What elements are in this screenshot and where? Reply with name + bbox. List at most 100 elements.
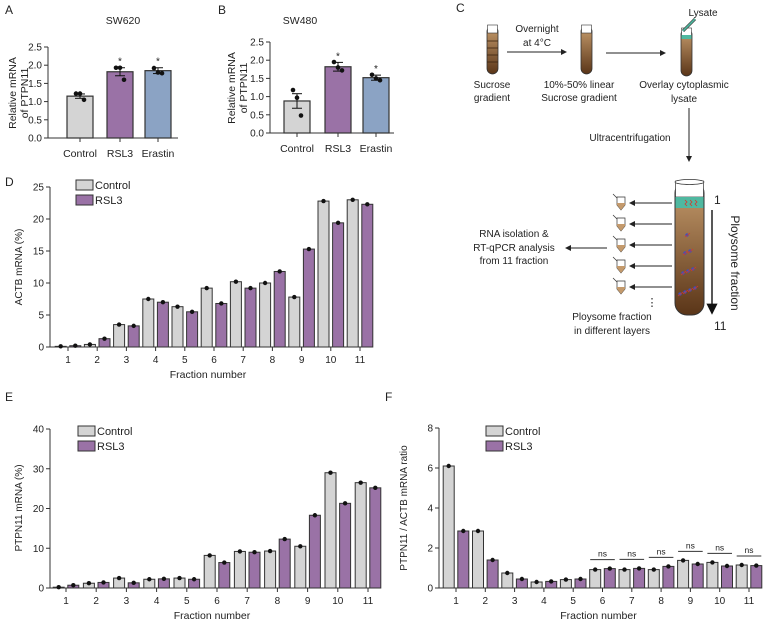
bar-control (66, 95, 94, 139)
data-point (754, 563, 759, 568)
label-overlay: Overlay cytoplasmic (639, 80, 728, 91)
lysate-layer (675, 197, 704, 208)
significance-label: ns (627, 548, 636, 558)
data-point (373, 485, 378, 491)
data-point (298, 113, 304, 118)
data-point (58, 344, 63, 349)
bar-rsl3-fraction-9 (691, 563, 704, 589)
x-tick-label: 1 (63, 596, 69, 607)
y-tick-label: 0.0 (250, 129, 264, 140)
data-point (147, 577, 152, 582)
legend-swatch-rsl3 (75, 194, 94, 206)
y-tick-label: 2.0 (250, 56, 264, 67)
x-tick-label: 1 (453, 596, 459, 607)
y-tick-label: 20 (33, 215, 45, 226)
data-point (116, 322, 122, 327)
fraction-collection-tube (612, 193, 626, 211)
x-tick-label: 4 (153, 355, 159, 366)
x-tick-label: 10 (714, 596, 726, 607)
tube-liquid (617, 287, 625, 294)
tube-top (581, 24, 592, 34)
data-point (335, 65, 341, 70)
bar-rsl3-fraction-6 (218, 562, 231, 589)
data-point (248, 285, 253, 291)
x-tick-label: 2 (93, 596, 99, 607)
y-tick-label: 40 (33, 425, 45, 436)
y-axis-label: ACTB mRNA (%) (14, 229, 25, 306)
label-fraction-1: 1 (714, 193, 721, 207)
label-polysome-fraction-axis: Ploysome fraction (728, 215, 742, 310)
data-point (86, 581, 92, 586)
y-tick-label: 5 (38, 311, 44, 322)
y-tick-label: 0.0 (28, 134, 42, 145)
tube-cap (612, 256, 618, 262)
panel-label: C (456, 1, 465, 15)
legend-swatch-rsl3 (77, 440, 96, 452)
label-fraction-11: 11 (714, 319, 727, 333)
y-axis-label: Relative mRNA (226, 52, 238, 124)
data-point (505, 570, 510, 576)
panel-labels: A B C D E F (5, 1, 465, 404)
mrna-strand (685, 268, 692, 274)
data-point (331, 59, 337, 65)
bar-control-fraction-5 (171, 306, 184, 348)
y-tick-label: 0 (38, 584, 44, 595)
bar-control-fraction-6 (203, 554, 216, 589)
x-tick-label: 1 (65, 355, 71, 366)
data-point (116, 575, 122, 581)
tube-liquid (617, 266, 625, 273)
mrna-strand (682, 289, 689, 295)
bar-rsl3-fraction-2 (486, 559, 499, 589)
x-tick-label: 11 (363, 596, 374, 607)
data-point (151, 65, 157, 71)
y-tick-label: 1.5 (250, 74, 264, 85)
tube-liquid (617, 245, 625, 252)
data-point (549, 579, 554, 584)
data-point (175, 304, 180, 309)
x-tick-label: Erastin (142, 148, 175, 160)
tube-cap (612, 214, 618, 220)
polysome-workflow-diagram: Sucrose gradient Overnight at 4°C 10%-50% li… (473, 8, 742, 337)
chart-d: 0 5 10 15 20 25 ACTB mRNA (%) 1 2 3 4 5 6 7 8 9 10 11 Frac… (14, 179, 374, 381)
legend-label: RSL3 (505, 441, 533, 453)
label-sucrose-gradient: Sucrose gradient (541, 93, 617, 104)
x-tick-label: 10 (325, 355, 337, 366)
y-axis-label: of PTPN11 (19, 68, 31, 119)
legend-swatch-rsl3 (485, 440, 504, 452)
bar-rsl3-fraction-8 (662, 565, 675, 589)
x-axis-label: Fraction number (170, 369, 247, 381)
data-point (81, 97, 87, 103)
x-tick-label: Control (280, 143, 314, 155)
y-axis-label: PTPN11 mRNA (%) (14, 464, 25, 551)
bar-control-fraction-9 (294, 545, 307, 589)
x-tick-label: 11 (744, 596, 755, 607)
bar-rsl3 (106, 71, 134, 139)
legend-label: Control (97, 426, 132, 438)
label-overnight: Overnight (515, 24, 559, 35)
bar-rsl3-fraction-7 (244, 287, 257, 348)
label-rt-qpcr: RT-qPCR analysis (473, 243, 555, 254)
bar-rsl3-fraction-10 (339, 502, 352, 589)
x-tick-label: 5 (182, 355, 188, 366)
bar-control-fraction-1 (442, 465, 455, 589)
x-tick-label: 7 (240, 355, 246, 366)
label-rna-isolation: RNA isolation & (479, 229, 549, 240)
x-tick-label: RSL3 (107, 148, 133, 160)
legend-swatch-control (485, 425, 504, 437)
label-linear: 10%-50% linear (544, 80, 615, 91)
chart-a: 0.0 0.5 1.0 1.5 2.0 2.5 Relative mRNA of PTPN11… (7, 15, 178, 160)
label-different-layers: in different layers (574, 326, 650, 337)
mrna-strand (690, 266, 697, 272)
legend-swatch-control (75, 179, 94, 191)
data-point (724, 563, 730, 569)
data-point (306, 246, 312, 252)
data-point (461, 528, 466, 534)
data-point (312, 513, 318, 518)
mrna-strand (677, 291, 684, 297)
data-point (113, 65, 119, 71)
bar-control-fraction-6 (200, 287, 213, 348)
bar-control-fraction-9 (288, 296, 301, 348)
label-temperature: at 4°C (523, 38, 551, 49)
y-tick-label: 0.5 (28, 115, 42, 126)
data-point (189, 309, 195, 314)
